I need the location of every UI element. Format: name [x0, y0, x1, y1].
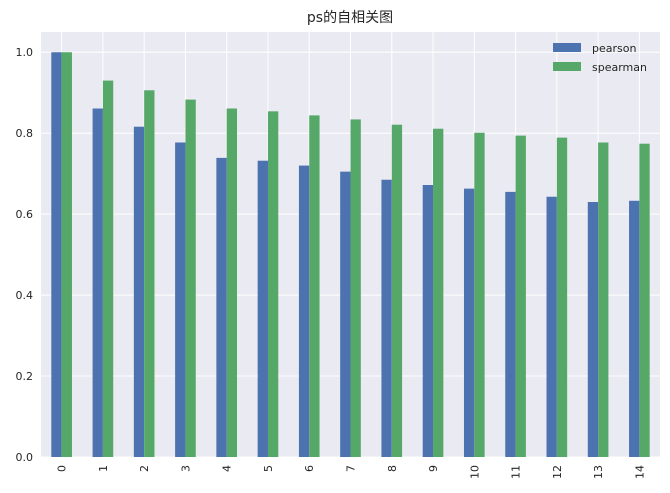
- bar-spearman-1: [102, 80, 114, 458]
- bar-spearman-14: [639, 143, 650, 457]
- bar-pearson-11: [505, 191, 516, 457]
- bar-pearson-5: [257, 160, 268, 457]
- x-tick-label: 0: [56, 465, 69, 472]
- bar-spearman-10: [474, 132, 485, 458]
- bar-spearman-11: [515, 135, 526, 457]
- y-tick-label: 0.6: [16, 208, 34, 221]
- y-tick-label: 0.4: [16, 289, 34, 302]
- bar-spearman-4: [226, 108, 238, 457]
- bar-spearman-5: [267, 111, 279, 457]
- bar-spearman-13: [598, 142, 609, 457]
- x-tick-label: 1: [97, 465, 110, 472]
- bar-pearson-1: [92, 108, 103, 457]
- legend-label-spearman: spearman: [592, 61, 647, 74]
- bars: [51, 52, 650, 458]
- y-tick-label: 1.0: [16, 46, 34, 59]
- bar-spearman-6: [309, 115, 320, 457]
- bar-pearson-10: [463, 188, 475, 457]
- x-tick-label: 2: [138, 465, 151, 472]
- bar-pearson-12: [546, 196, 557, 457]
- x-tick-label: 13: [592, 465, 605, 479]
- legend: pearson spearman: [553, 42, 647, 74]
- y-tick-label: 0.0: [16, 451, 34, 464]
- bar-pearson-8: [381, 179, 392, 457]
- x-tick-label: 10: [468, 465, 481, 479]
- bar-spearman-7: [350, 119, 361, 457]
- y-tick-label: 0.8: [16, 127, 34, 140]
- ticks: 0.00.20.40.60.81.00 1 2 3 4 5 6 7 8 9 10 11 12 13 14: [16, 46, 647, 479]
- x-tick-label: 7: [345, 465, 358, 472]
- x-tick-label: 14: [633, 465, 646, 479]
- x-tick-label: 6: [303, 465, 316, 472]
- y-tick-label: 0.2: [16, 370, 34, 383]
- bar-pearson-3: [175, 142, 186, 457]
- bar-pearson-9: [422, 185, 434, 457]
- bar-pearson-4: [216, 157, 227, 457]
- chart-title: ps的自相关图: [307, 10, 393, 26]
- x-tick-label: 3: [179, 465, 192, 472]
- legend-swatch-pearson: [553, 43, 581, 52]
- x-tick-label: 9: [427, 465, 440, 472]
- bar-spearman-8: [391, 124, 403, 457]
- bar-pearson-7: [340, 171, 351, 457]
- x-tick-label: 11: [510, 465, 523, 479]
- bar-spearman-9: [433, 128, 444, 457]
- bar-pearson-6: [298, 165, 310, 458]
- bar-pearson-14: [629, 200, 640, 458]
- x-tick-label: 4: [221, 465, 234, 472]
- legend-swatch-spearman: [553, 62, 581, 71]
- bar-spearman-12: [556, 137, 568, 457]
- bar-pearson-13: [587, 202, 599, 457]
- x-tick-label: 8: [386, 465, 399, 472]
- bar-spearman-2: [144, 90, 155, 458]
- x-tick-label: 5: [262, 465, 275, 472]
- bar-spearman-3: [185, 99, 196, 457]
- legend-label-pearson: pearson: [592, 42, 636, 55]
- bar-pearson-0: [51, 52, 62, 457]
- x-tick-label: 12: [551, 465, 564, 479]
- bar-pearson-2: [133, 126, 145, 457]
- bar-spearman-0: [61, 52, 72, 457]
